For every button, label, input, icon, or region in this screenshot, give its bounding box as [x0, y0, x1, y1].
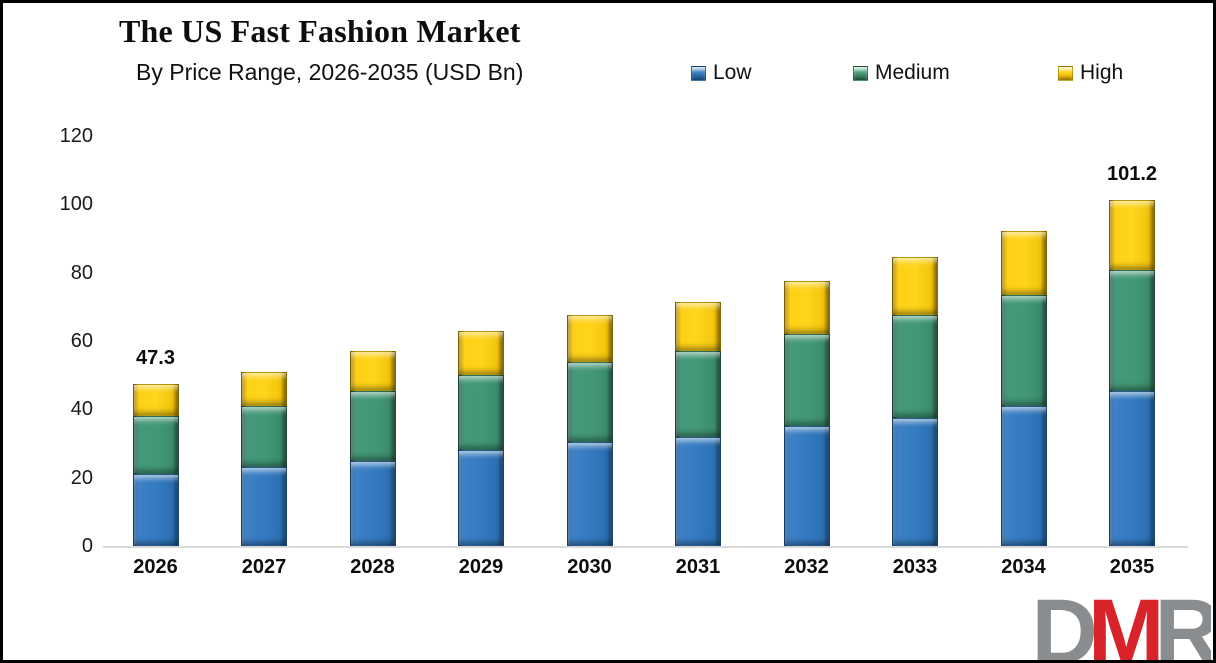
- legend-item-high: High: [1058, 61, 1123, 85]
- segment-medium-2027: [241, 405, 287, 468]
- chart-title: The US Fast Fashion Market: [119, 13, 521, 49]
- segment-medium-2035: [1109, 269, 1155, 391]
- segment-high-2027: [241, 371, 287, 406]
- segment-high-2026: [132, 384, 179, 417]
- x-axis-label-2030: 2030: [567, 556, 612, 578]
- logo-letter-r: R: [1154, 596, 1211, 660]
- segment-high-2034: [1000, 230, 1047, 295]
- legend-label-low: Low: [713, 61, 752, 84]
- y-axis-label-0: 0: [81, 535, 93, 557]
- dmr-logo: DMR: [996, 596, 1211, 660]
- segment-medium-2033: [892, 315, 938, 418]
- legend-marker-low-icon: [691, 65, 706, 81]
- y-axis-label-20: 20: [70, 466, 93, 489]
- y-axis-label-80: 80: [70, 261, 93, 284]
- segment-high-2029: [458, 330, 504, 376]
- y-axis-label-60: 60: [70, 330, 93, 352]
- bar-2028: [349, 136, 396, 546]
- segment-low-2027: [241, 467, 287, 546]
- legend-marker-medium-icon: [853, 65, 868, 81]
- x-axis-label-2027: 2027: [241, 556, 287, 578]
- segment-medium-2032: [783, 334, 830, 427]
- x-axis-label-2034: 2034: [1001, 556, 1046, 578]
- x-axis-label-2028: 2028: [350, 556, 395, 578]
- segment-medium-2029: [458, 375, 504, 451]
- x-axis-label-2029: 2029: [458, 556, 504, 578]
- y-axis-label-100: 100: [59, 193, 93, 216]
- bar-2027: [241, 136, 287, 546]
- segment-high-2031: [675, 301, 721, 352]
- x-axis-label-2032: 2032: [784, 556, 829, 578]
- logo-letter-m: M: [1087, 596, 1165, 660]
- x-axis-label-2035: 2035: [1109, 556, 1155, 578]
- segment-low-2035: [1109, 390, 1155, 546]
- y-axis-label-120: 120: [59, 125, 93, 147]
- bar-2031: [675, 136, 721, 546]
- legend-marker-high-icon: [1058, 65, 1073, 81]
- bar-2032: [783, 136, 830, 546]
- segment-high-2033: [892, 257, 938, 316]
- segment-low-2029: [458, 450, 504, 546]
- segment-medium-2031: [675, 351, 721, 437]
- plot-area: 0 20 40 60 80 100 120 2026 47.3 2027 2028 2029 2030 2…: [60, 125, 1188, 578]
- legend-label-high: High: [1080, 61, 1124, 84]
- bar-2034: [1000, 136, 1047, 546]
- bar-2026: [132, 136, 179, 546]
- segment-high-2032: [783, 280, 830, 335]
- bar-2029: [458, 136, 504, 546]
- bar-2033: [892, 136, 938, 546]
- chart-subtitle: By Price Range, 2026-2035 (USD Bn): [136, 59, 524, 85]
- legend-item-low: Low: [691, 61, 752, 85]
- segment-low-2030: [566, 441, 613, 546]
- bar-2030: [566, 136, 613, 546]
- bar-2035: [1109, 136, 1155, 546]
- segment-high-2035: [1109, 200, 1155, 270]
- segment-high-2028: [349, 351, 396, 391]
- logo-letter-d: D: [1031, 596, 1098, 660]
- data-label-2026: 47.3: [136, 347, 175, 370]
- data-label-2035: 101.2: [1106, 163, 1158, 186]
- legend-label-medium: Medium: [875, 61, 950, 84]
- segment-medium-2030: [566, 361, 613, 442]
- dmr-logo-text: DMR: [1031, 596, 1211, 660]
- y-axis-label-40: 40: [70, 398, 93, 421]
- x-axis-label-2031: 2031: [675, 556, 721, 578]
- segment-low-2028: [349, 460, 396, 546]
- segment-low-2031: [675, 436, 721, 546]
- x-axis-label-2026: 2026: [133, 556, 178, 578]
- legend-item-medium: Medium: [853, 61, 950, 85]
- segment-low-2034: [1000, 405, 1047, 546]
- segment-medium-2034: [1000, 294, 1047, 406]
- segment-low-2032: [783, 426, 830, 546]
- segment-high-2030: [566, 315, 613, 362]
- segment-medium-2028: [349, 390, 396, 461]
- segment-low-2033: [892, 417, 938, 546]
- x-axis-label-2033: 2033: [892, 556, 938, 578]
- segment-medium-2026: [132, 416, 179, 475]
- segment-low-2026: [132, 474, 179, 546]
